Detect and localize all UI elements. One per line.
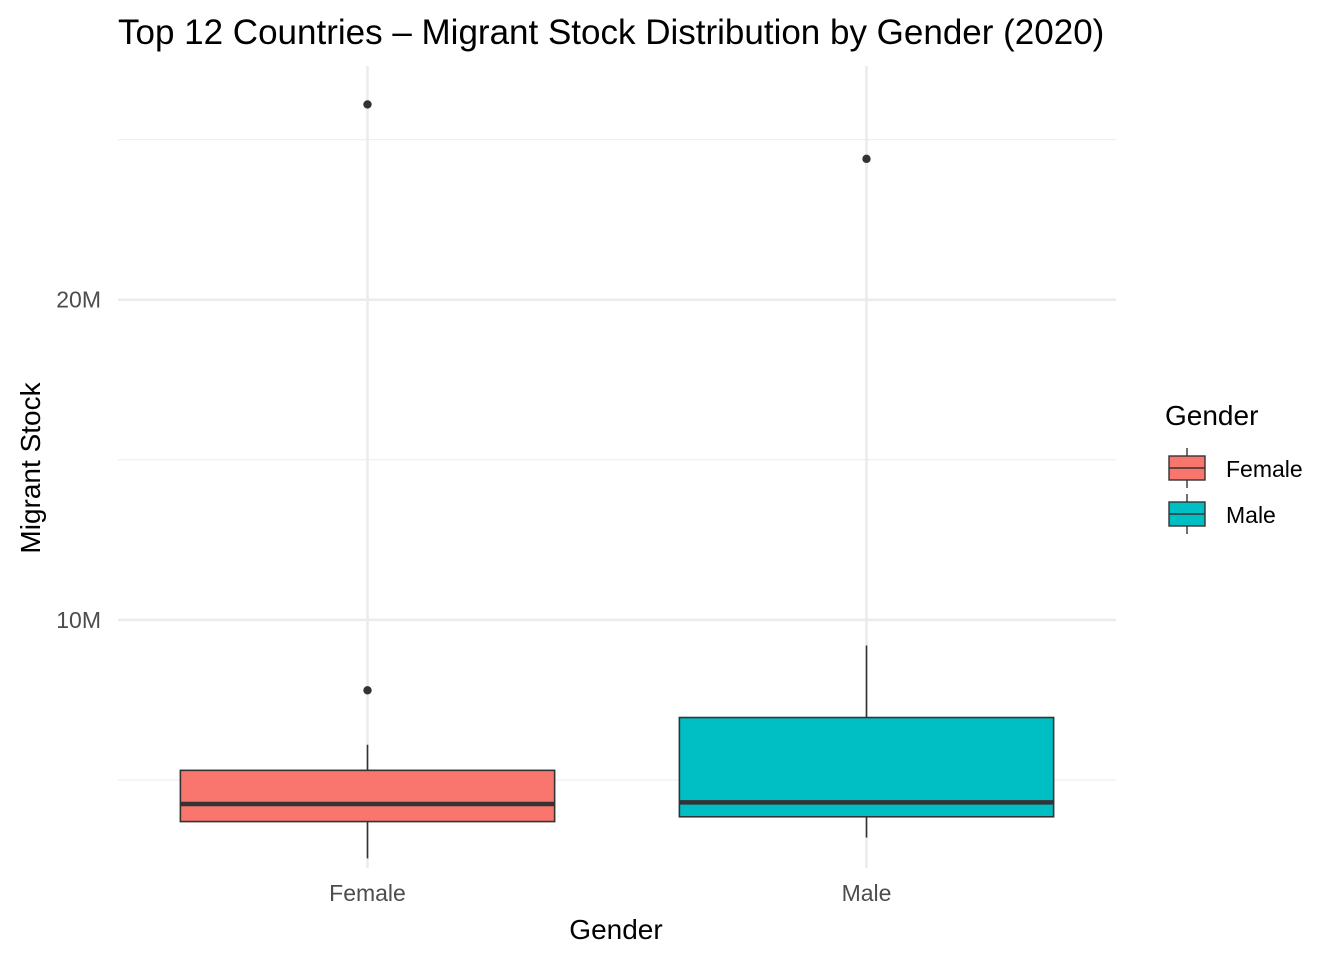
grid (118, 66, 1116, 868)
y-tick-label: 20M (56, 287, 101, 313)
y-axis-title: Migrant Stock (15, 381, 46, 553)
legend: Gender Female Male (1165, 400, 1303, 534)
legend-label: Female (1226, 456, 1303, 482)
box-group (179, 100, 556, 859)
x-axis-title: Gender (569, 914, 662, 945)
legend-label: Male (1226, 502, 1276, 528)
y-tick-label: 10M (56, 607, 101, 633)
box (179, 769, 556, 823)
boxes (179, 100, 1055, 859)
box-group (678, 154, 1055, 838)
legend-entry: Female (1168, 448, 1303, 488)
outlier-point (363, 686, 372, 695)
x-tick-label: Female (329, 880, 406, 906)
outlier-point (862, 154, 871, 164)
x-tick-label: Male (842, 880, 892, 906)
legend-title: Gender (1165, 400, 1258, 431)
outlier-point (363, 100, 372, 109)
legend-entry: Male (1168, 494, 1276, 534)
chart-title: Top 12 Countries – Migrant Stock Distrib… (118, 13, 1104, 52)
axis-ticks: 10M 20M Female Male (56, 287, 891, 906)
